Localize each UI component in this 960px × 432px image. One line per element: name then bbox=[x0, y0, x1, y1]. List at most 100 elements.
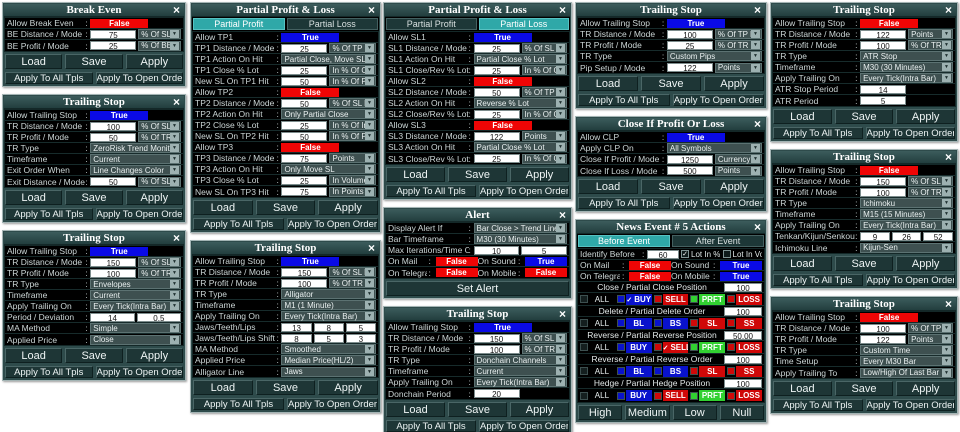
value-input[interactable]: 25 bbox=[90, 41, 137, 51]
load-button[interactable]: Load bbox=[578, 76, 638, 91]
mode-select[interactable]: % Of SL Points▼ bbox=[138, 29, 181, 39]
value-input[interactable]: 25 bbox=[473, 154, 520, 164]
value-input[interactable]: 122 bbox=[666, 63, 713, 73]
tab-after-event[interactable]: After Event bbox=[672, 235, 764, 247]
value-input[interactable]: 75 bbox=[281, 153, 328, 164]
value-input[interactable]: 0.5 bbox=[136, 312, 182, 323]
value-input[interactable]: 75 bbox=[281, 187, 328, 197]
close-icon[interactable]: × bbox=[367, 3, 375, 17]
close-icon[interactable]: × bbox=[944, 150, 952, 164]
tab-partial-profit[interactable]: Partial Profit bbox=[193, 18, 285, 30]
value-input[interactable]: 5 bbox=[521, 245, 568, 256]
apply-button[interactable]: Apply bbox=[510, 167, 569, 182]
mode-select[interactable]: % Of TR Points▼ bbox=[329, 278, 376, 288]
load-button[interactable]: Load bbox=[5, 348, 63, 363]
apply-button[interactable]: Apply bbox=[125, 54, 183, 69]
apply-to-all-tpls-button[interactable]: Apply To All Tpls bbox=[5, 72, 93, 84]
value-input[interactable]: 25 bbox=[281, 65, 328, 76]
action-loss[interactable]: LOSS bbox=[727, 390, 762, 401]
apply-button[interactable]: Apply bbox=[896, 109, 956, 124]
save-button[interactable]: Save bbox=[448, 402, 507, 417]
mode-select[interactable]: In % Of Curr Lot▼ bbox=[521, 153, 567, 164]
value-input[interactable]: 50 bbox=[281, 98, 328, 109]
action-checkbox[interactable] bbox=[580, 391, 588, 400]
apply-to-open-order-button[interactable]: Apply To Open Order bbox=[95, 366, 183, 378]
mode-select[interactable]: % Of TP Points▼ bbox=[714, 29, 762, 39]
apply-to-open-order-button[interactable]: Apply To Open Order bbox=[865, 127, 955, 139]
mode-select[interactable]: Ichimoku ▼ bbox=[860, 198, 953, 208]
load-button[interactable]: Load bbox=[773, 381, 832, 396]
value-input[interactable]: 50 bbox=[90, 132, 137, 143]
close-icon[interactable]: × bbox=[753, 117, 761, 131]
value-input[interactable]: 8 bbox=[313, 322, 344, 333]
toggle-badge[interactable]: False bbox=[281, 87, 340, 97]
close-icon[interactable]: × bbox=[944, 3, 952, 17]
value-input[interactable]: 100 bbox=[473, 344, 520, 355]
mode-select[interactable]: % Of SL Points▼ bbox=[329, 98, 376, 108]
mode-select[interactable]: In % Of Init Lot▼ bbox=[329, 120, 376, 130]
mode-select[interactable]: % Of TR Points▼ bbox=[908, 187, 953, 197]
apply-to-all-tpls-button[interactable]: Apply To All Tpls bbox=[386, 185, 476, 197]
mode-select[interactable]: % Of TP Points▼ bbox=[521, 87, 567, 97]
value-input[interactable]: 122 bbox=[860, 334, 907, 345]
action-checkbox[interactable] bbox=[653, 319, 662, 327]
action-all[interactable]: ALL bbox=[580, 294, 615, 305]
mode-select[interactable]: Every Tick(Intra Bar) ▼ bbox=[473, 377, 567, 387]
mode-select[interactable]: Alligator ▼ bbox=[281, 289, 376, 299]
mode-select[interactable]: Points ▼ bbox=[714, 165, 762, 176]
apply-to-open-order-button[interactable]: Apply To Open Order bbox=[672, 94, 764, 106]
value-input[interactable]: 100 bbox=[90, 121, 137, 132]
action-checkbox[interactable] bbox=[580, 319, 588, 327]
value-input[interactable]: 9 bbox=[860, 231, 890, 242]
mode-select[interactable]: Line Changes Color ▼ bbox=[90, 165, 181, 175]
mode-select[interactable]: Custom Pips ▼ bbox=[666, 51, 762, 61]
value-input[interactable]: 25 bbox=[473, 43, 520, 54]
toggle-badge[interactable]: False bbox=[473, 120, 532, 130]
close-icon[interactable]: × bbox=[367, 241, 375, 255]
mode-select[interactable]: Close ▼ bbox=[90, 334, 181, 345]
action-all[interactable]: ALL bbox=[580, 342, 615, 353]
mode-select[interactable]: Partial Close % Lot ▼ bbox=[473, 142, 567, 152]
mode-select[interactable]: % Of SL Points▼ bbox=[329, 267, 376, 277]
close-icon[interactable]: × bbox=[558, 208, 566, 222]
mode-select[interactable]: Partial Close, Move SL ▼ bbox=[281, 54, 376, 64]
tab-partial-loss[interactable]: Partial Loss bbox=[286, 18, 378, 30]
toggle-badge[interactable]: True bbox=[666, 132, 725, 142]
high-button[interactable]: High bbox=[578, 405, 623, 420]
action-checkbox[interactable] bbox=[653, 295, 662, 303]
action-bl[interactable]: BL bbox=[616, 365, 652, 377]
mode-select[interactable]: % Of BE Points▼ bbox=[138, 40, 181, 51]
action-checkbox[interactable] bbox=[580, 343, 588, 351]
mode-select[interactable]: Points ▼ bbox=[908, 29, 953, 39]
mode-select[interactable]: Every Tick(Intra Bar) ▼ bbox=[281, 311, 376, 321]
apply-button[interactable]: Apply bbox=[125, 348, 183, 363]
value-input[interactable]: 500 bbox=[666, 166, 713, 176]
apply-to-all-tpls-button[interactable]: Apply To All Tpls bbox=[773, 274, 863, 286]
mode-select[interactable]: Every M30 Bar ▼ bbox=[860, 356, 953, 366]
mode-select[interactable]: In Points ▼ bbox=[329, 186, 376, 197]
apply-to-open-order-button[interactable]: Apply To Open Order bbox=[95, 208, 183, 220]
mode-select[interactable]: Low/High Of Last Bar ▼ bbox=[860, 367, 953, 378]
toggle-badge[interactable]: True bbox=[281, 32, 340, 42]
value-input[interactable]: 150 bbox=[473, 333, 520, 344]
save-button[interactable]: Save bbox=[65, 348, 123, 363]
action-prft[interactable]: PRFT bbox=[690, 341, 726, 353]
mode-select[interactable]: Current ▼ bbox=[90, 290, 181, 300]
apply-button[interactable]: Apply bbox=[896, 256, 956, 271]
mode-select[interactable]: M15 (15 Minutes) ▼ bbox=[860, 209, 953, 219]
action-bl[interactable]: BL bbox=[616, 317, 652, 329]
value-input[interactable]: 100 bbox=[860, 187, 907, 198]
tab-partial-profit[interactable]: Partial Profit bbox=[386, 18, 477, 30]
mode-select[interactable]: Points ▼ bbox=[521, 131, 567, 141]
toggle-badge[interactable]: False bbox=[435, 268, 478, 277]
value-input[interactable]: 60 bbox=[647, 249, 679, 260]
apply-to-open-order-button[interactable]: Apply To Open Order bbox=[95, 72, 183, 84]
value-input[interactable]: 14 bbox=[860, 84, 907, 95]
value-input[interactable]: 25 bbox=[281, 43, 328, 54]
section-value-input[interactable]: 100 bbox=[724, 282, 762, 293]
toggle-badge[interactable]: False bbox=[629, 271, 671, 281]
mode-select[interactable]: Current ▼ bbox=[90, 154, 181, 164]
action-checkbox[interactable] bbox=[727, 367, 736, 375]
value-input[interactable]: 10 bbox=[473, 245, 520, 256]
action-checkbox[interactable] bbox=[580, 367, 588, 375]
